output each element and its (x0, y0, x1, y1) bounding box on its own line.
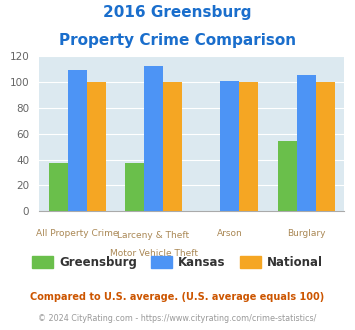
Bar (239, 82, 258, 211)
Text: All Property Crime: All Property Crime (36, 229, 119, 238)
Bar (49, 163, 68, 211)
Text: Arson: Arson (217, 229, 243, 238)
Bar (68, 70, 87, 211)
Bar (278, 142, 297, 211)
Bar (163, 82, 182, 211)
Text: Compared to U.S. average. (U.S. average equals 100): Compared to U.S. average. (U.S. average … (31, 292, 324, 302)
Text: © 2024 CityRating.com - https://www.cityrating.com/crime-statistics/: © 2024 CityRating.com - https://www.city… (38, 314, 317, 323)
Bar (316, 82, 335, 211)
Text: Property Crime Comparison: Property Crime Comparison (59, 33, 296, 48)
Text: Larceny & Theft: Larceny & Theft (118, 231, 190, 240)
Text: Motor Vehicle Theft: Motor Vehicle Theft (110, 249, 197, 258)
Text: Burglary: Burglary (287, 229, 326, 238)
Legend: Greensburg, Kansas, National: Greensburg, Kansas, National (27, 251, 328, 274)
Text: 2016 Greensburg: 2016 Greensburg (103, 5, 252, 20)
Bar (87, 82, 106, 211)
Bar (125, 163, 144, 211)
Bar (144, 66, 163, 211)
Bar (220, 81, 239, 211)
Bar (297, 76, 316, 211)
